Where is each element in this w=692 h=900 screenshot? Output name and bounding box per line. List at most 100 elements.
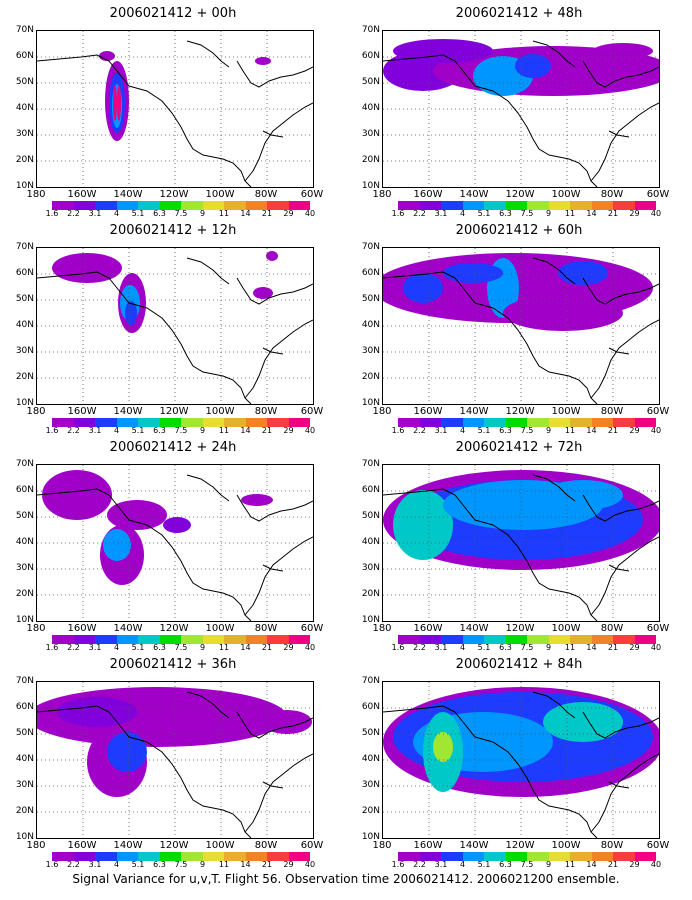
colorbar-swatch	[570, 635, 592, 644]
longitude-label: 100W	[551, 406, 581, 417]
longitude-label: 100W	[205, 840, 235, 851]
colorbar-label: 11	[218, 643, 230, 652]
longitude-label: 80W	[254, 840, 278, 851]
colorbar-swatch	[462, 201, 484, 210]
colorbar-swatch	[159, 418, 181, 427]
longitude-label: 80W	[254, 189, 278, 200]
colorbar-label: 11	[564, 426, 576, 435]
colorbar	[52, 418, 310, 427]
colorbar-label: 21	[607, 860, 619, 869]
variance-contour	[241, 494, 273, 506]
colorbar-swatch	[138, 852, 160, 861]
colorbar-label: 5.1	[131, 209, 145, 218]
colorbar-swatch	[73, 201, 95, 210]
latitude-label: 60N	[361, 485, 380, 495]
longitude-label: 120W	[505, 840, 535, 851]
latitude-label: 30N	[15, 563, 34, 573]
latitude-label: 50N	[15, 728, 34, 738]
map-panel: 2006021412 + 24h 70N 60N 50N 40N 30N 20N 10N 180…	[0, 434, 346, 652]
colorbar-label: 4	[459, 209, 466, 218]
colorbar-label: 3.1	[88, 860, 102, 869]
colorbar-swatch	[527, 201, 549, 210]
colorbar	[398, 852, 656, 861]
colorbar-swatch	[245, 635, 267, 644]
colorbar-swatch	[398, 418, 420, 427]
colorbar-swatch	[52, 635, 74, 644]
longitude-label: 100W	[551, 623, 581, 634]
latitude-label: 10N	[361, 398, 380, 408]
longitude-label: 140W	[113, 623, 143, 634]
colorbar-swatch	[95, 852, 117, 861]
colorbar-label: 14	[240, 209, 251, 218]
colorbar-swatch	[462, 418, 484, 427]
colorbar-label: 7.5	[520, 209, 534, 218]
longitude-label: 80W	[600, 406, 624, 417]
colorbar-label: 5.1	[131, 643, 145, 652]
colorbar-swatch	[634, 418, 656, 427]
colorbar-swatch	[484, 852, 506, 861]
latitude-label: 70N	[15, 25, 34, 35]
colorbar-label: 1.6	[391, 209, 405, 218]
latitude-label: 10N	[15, 615, 34, 625]
colorbar-label: 40	[304, 426, 316, 435]
colorbar-swatch	[591, 418, 613, 427]
latitude-label: 70N	[361, 242, 380, 252]
latitude-label: 10N	[15, 398, 34, 408]
longitude-label: 60W	[646, 189, 670, 200]
longitude-label: 160W	[67, 406, 97, 417]
colorbar-label: 21	[261, 643, 273, 652]
colorbar	[52, 201, 310, 210]
colorbar-label: 4	[113, 426, 120, 435]
colorbar-label: 21	[261, 426, 273, 435]
colorbar-label: 29	[629, 426, 640, 435]
colorbar-swatch	[95, 635, 117, 644]
colorbar-label: 4	[113, 860, 120, 869]
colorbar-swatch	[159, 635, 181, 644]
latitude-label: 10N	[361, 615, 380, 625]
colorbar-swatch	[95, 418, 117, 427]
longitude-label: 140W	[113, 189, 143, 200]
colorbar-label: 14	[586, 426, 597, 435]
longitude-label: 100W	[205, 406, 235, 417]
longitude-label: 180	[372, 840, 392, 851]
latitude-label: 40N	[361, 103, 380, 113]
colorbar-label: 4	[459, 860, 466, 869]
latitude-label: 70N	[15, 459, 34, 469]
latitude-label: 40N	[15, 537, 34, 547]
colorbar-swatch	[116, 418, 138, 427]
map-area	[382, 30, 660, 188]
colorbar-label: 3.1	[88, 209, 102, 218]
colorbar-swatch	[52, 852, 74, 861]
latitude-label: 60N	[361, 702, 380, 712]
colorbar-swatch	[73, 418, 95, 427]
colorbar-swatch	[419, 418, 441, 427]
variance-contour	[103, 529, 131, 561]
colorbar-label: 5.1	[477, 209, 491, 218]
colorbar-swatch	[441, 201, 463, 210]
colorbar-swatch	[591, 201, 613, 210]
colorbar-label: 29	[629, 209, 640, 218]
colorbar-label: 3.1	[88, 426, 102, 435]
colorbar-swatch	[181, 201, 203, 210]
coastline	[37, 257, 313, 404]
longitude-label: 60W	[300, 189, 324, 200]
figure-caption: Signal Variance for u,v,T. Flight 56. Ob…	[72, 872, 620, 886]
latitude-label: 20N	[15, 372, 34, 382]
latitude-label: 30N	[15, 780, 34, 790]
colorbar-swatch	[570, 852, 592, 861]
variance-map	[37, 465, 313, 621]
colorbar-label: 3.1	[88, 643, 102, 652]
variance-contour	[107, 732, 147, 772]
longitude-label: 140W	[113, 840, 143, 851]
longitude-label: 180	[26, 406, 46, 417]
colorbar-label: 40	[304, 643, 316, 652]
colorbar-label: 9	[545, 209, 552, 218]
colorbar-label: 6.3	[499, 209, 512, 218]
colorbar-label: 3.1	[434, 860, 448, 869]
longitude-label: 180	[26, 623, 46, 634]
colorbar-label: 40	[650, 860, 662, 869]
latitude-label: 40N	[15, 754, 34, 764]
colorbar-swatch	[484, 418, 506, 427]
colorbar-swatch	[548, 201, 570, 210]
colorbar-swatch	[245, 852, 267, 861]
